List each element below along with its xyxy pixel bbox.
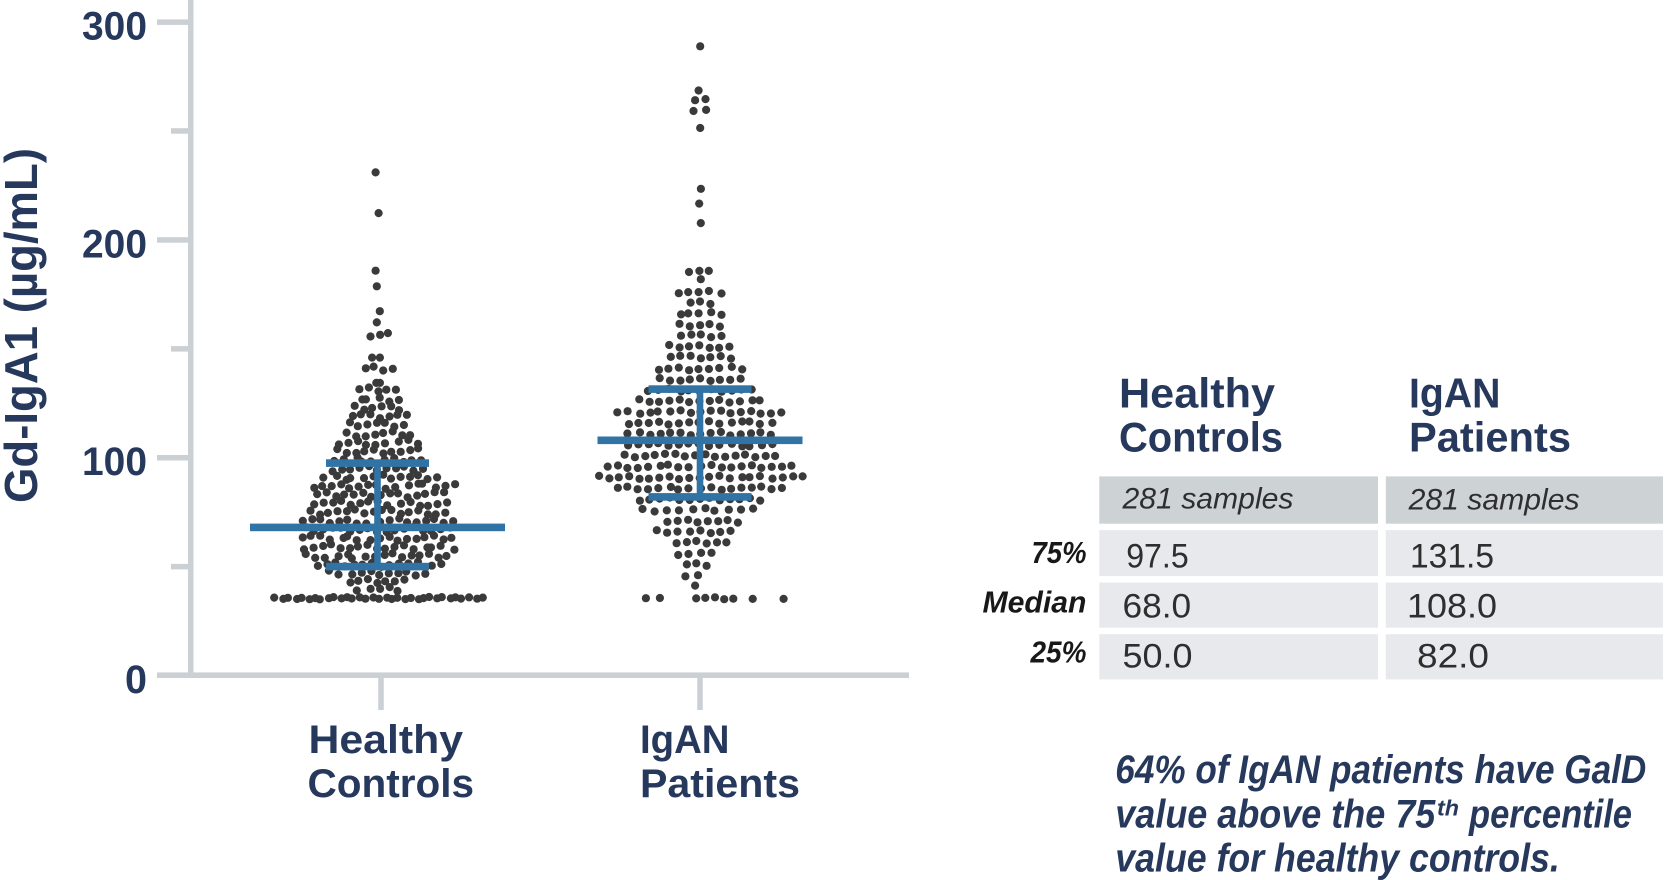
svg-text:Controls: Controls — [1119, 414, 1283, 461]
svg-text:Patients: Patients — [640, 762, 800, 806]
svg-text:300: 300 — [82, 5, 147, 49]
svg-text:IgAN: IgAN — [1409, 370, 1501, 417]
svg-text:th: th — [1437, 796, 1459, 821]
svg-text:Controls: Controls — [308, 762, 475, 806]
svg-text:value for healthy controls.: value for healthy controls. — [1115, 837, 1560, 880]
svg-text:value above the 75: value above the 75 — [1115, 793, 1436, 837]
svg-text:108.0: 108.0 — [1407, 588, 1497, 626]
svg-text:131.5: 131.5 — [1410, 538, 1494, 576]
svg-text:200: 200 — [82, 222, 147, 266]
svg-text:82.0: 82.0 — [1417, 638, 1489, 676]
svg-text:IgAN: IgAN — [640, 718, 730, 762]
svg-text:281 samples: 281 samples — [1408, 484, 1580, 517]
svg-text:68.0: 68.0 — [1123, 588, 1192, 626]
svg-text:0: 0 — [125, 658, 147, 702]
svg-text:75%: 75% — [1032, 535, 1087, 570]
svg-text:100: 100 — [82, 440, 147, 484]
svg-text:Patients: Patients — [1409, 414, 1571, 461]
svg-text:Gd-IgA1 (µg/mL): Gd-IgA1 (µg/mL) — [0, 148, 47, 503]
svg-text:percentile: percentile — [1468, 793, 1632, 837]
svg-text:Healthy: Healthy — [1119, 370, 1276, 417]
svg-text:64% of IgAN patients have GalD: 64% of IgAN patients have GalD — [1115, 748, 1646, 792]
svg-text:Median: Median — [983, 585, 1087, 620]
svg-text:50.0: 50.0 — [1123, 638, 1193, 676]
svg-text:25%: 25% — [1030, 635, 1087, 670]
svg-text:Healthy: Healthy — [309, 718, 464, 762]
svg-text:97.5: 97.5 — [1126, 538, 1189, 576]
svg-text:281 samples: 281 samples — [1121, 483, 1293, 516]
